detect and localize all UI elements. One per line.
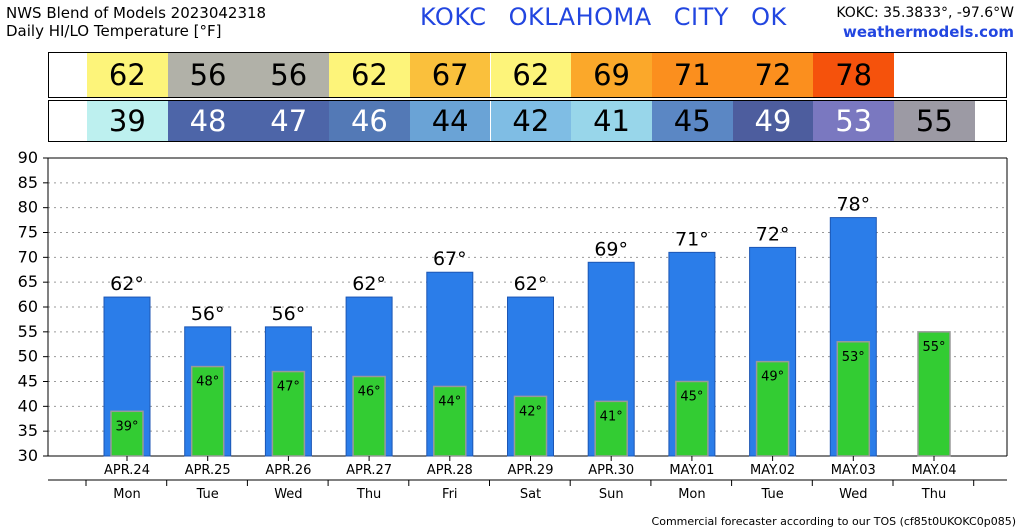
- station-coordinates: KOKC: 35.3833°, -97.6°W: [836, 5, 1014, 21]
- x-tick-label-weekday: Mon: [678, 487, 705, 502]
- high-temp-cell: 56: [167, 53, 249, 97]
- high-temp-cell: 72: [732, 53, 814, 97]
- low-temp-bar: [433, 385, 467, 457]
- high-temp-cell: 56: [248, 53, 330, 97]
- x-tick-label-date: MAY.04: [911, 463, 956, 478]
- high-temp-cell: 78: [813, 53, 894, 97]
- low-temp-cell: 46: [329, 101, 410, 141]
- x-tick-label-weekday: Wed: [274, 487, 302, 502]
- x-tick-label-weekday: Wed: [839, 487, 867, 502]
- high-temperature-band: 62 56 56 62 67 62 69 71 72 78: [48, 52, 1007, 98]
- low-temp-cell: 45: [651, 101, 733, 141]
- low-temp-label: 39°: [115, 419, 138, 434]
- low-temperature-band: 39 48 47 46 44 42 41 45 49 53 55: [48, 100, 1007, 142]
- low-temp-cell: 39: [87, 101, 168, 141]
- low-temp-label: 55°: [922, 340, 945, 355]
- low-temp-label: 42°: [519, 404, 542, 419]
- x-tick-label-weekday: Thu: [356, 487, 381, 502]
- y-tick-label: 45: [18, 372, 38, 391]
- high-temp-cell: 69: [571, 53, 652, 97]
- high-temp-label: 72°: [756, 223, 790, 245]
- high-temp-label: 78°: [836, 194, 870, 216]
- y-tick-label: 30: [18, 446, 38, 465]
- y-tick-label: 40: [18, 396, 38, 415]
- temperature-bar-chart: 30 35 40 45 50 55 60 65 70 75 80 85 90 62° 39° APR.24 Mo…: [18, 148, 1008, 502]
- chart-title: NWS Blend of Models 2023042318: [6, 4, 267, 22]
- x-tick-label-weekday: Sun: [599, 487, 624, 502]
- high-temp-cell: 67: [409, 53, 491, 97]
- high-temp-label: 56°: [272, 303, 306, 325]
- low-temp-bar: [675, 380, 709, 457]
- chart-subtitle: Daily HI/LO Temperature [°F]: [6, 22, 222, 40]
- low-temp-label: 45°: [680, 390, 703, 405]
- low-temp-bar: [594, 400, 628, 457]
- y-tick-label: 35: [18, 421, 38, 440]
- x-tick-label-date: APR.27: [346, 463, 392, 478]
- low-temp-label: 47°: [277, 380, 300, 395]
- high-temp-label: 62°: [352, 273, 386, 295]
- high-temp-label: 67°: [433, 248, 467, 270]
- low-temp-bar: [755, 360, 790, 457]
- high-temp-cell: 62: [490, 53, 572, 97]
- high-temp-label: 56°: [191, 303, 225, 325]
- x-tick-label-date: MAY.03: [831, 463, 876, 478]
- low-temp-cell: 42: [490, 101, 572, 141]
- high-temp-label: 62°: [514, 273, 548, 295]
- high-temp-label: 62°: [110, 273, 144, 295]
- low-temp-cell: 49: [732, 101, 814, 141]
- low-temp-bar: [917, 331, 951, 457]
- low-temp-bar: [352, 375, 386, 457]
- y-tick-label: 90: [18, 148, 38, 167]
- x-tick-label-date: APR.25: [185, 463, 231, 478]
- y-tick-label: 50: [18, 347, 38, 366]
- low-temp-bar: [271, 370, 306, 457]
- x-tick-label-date: MAY.02: [750, 463, 795, 478]
- low-temp-bar: [513, 395, 548, 457]
- y-tick-label: 55: [18, 322, 38, 341]
- x-tick-label-date: APR.29: [508, 463, 554, 478]
- x-tick-label-weekday: Mon: [113, 487, 140, 502]
- low-temp-label: 48°: [196, 375, 219, 390]
- y-tick-label: 85: [18, 173, 38, 192]
- x-tick-label-weekday: Thu: [921, 487, 946, 502]
- low-temp-cell: 53: [813, 101, 894, 141]
- x-tick-label-weekday: Fri: [442, 487, 458, 502]
- y-tick-label: 65: [18, 272, 38, 291]
- low-temp-label: 46°: [358, 385, 381, 400]
- x-tick-label-date: MAY.01: [669, 463, 714, 478]
- y-tick-label: 75: [18, 223, 38, 242]
- low-temp-label: 53°: [842, 350, 865, 365]
- x-tick-label-date: APR.30: [588, 463, 634, 478]
- x-tick-label-weekday: Sat: [520, 487, 541, 502]
- station-name: KOKC OKLAHOMA CITY OK: [420, 3, 787, 31]
- x-tick-label-date: APR.28: [427, 463, 473, 478]
- low-temp-label: 41°: [600, 409, 623, 424]
- x-tick-label-weekday: Tue: [196, 487, 219, 502]
- low-temp-bar: [836, 341, 871, 457]
- x-tick-label-weekday: Tue: [760, 487, 783, 502]
- y-tick-label: 60: [18, 297, 38, 316]
- x-tick-label-date: APR.24: [104, 463, 150, 478]
- low-temp-cell: 55: [894, 101, 975, 141]
- low-temp-cell: 44: [409, 101, 491, 141]
- high-temp-cell: 62: [87, 53, 168, 97]
- site-link[interactable]: weathermodels.com: [842, 23, 1014, 41]
- y-tick-label: 70: [18, 247, 38, 266]
- high-temp-label: 71°: [675, 228, 709, 250]
- low-temp-cell: 41: [571, 101, 652, 141]
- high-temp-label: 69°: [594, 238, 628, 260]
- low-temp-cell: 47: [248, 101, 330, 141]
- low-temp-label: 44°: [438, 394, 461, 409]
- x-tick-label-date: APR.26: [265, 463, 311, 478]
- low-temp-cell: 48: [167, 101, 249, 141]
- low-temp-bar: [110, 410, 144, 457]
- footer-note: Commercial forecaster according to our T…: [651, 515, 1016, 528]
- low-temp-label: 49°: [761, 370, 784, 385]
- high-temp-cell: 62: [329, 53, 410, 97]
- y-tick-label: 80: [18, 198, 38, 217]
- high-temp-cell: 71: [651, 53, 733, 97]
